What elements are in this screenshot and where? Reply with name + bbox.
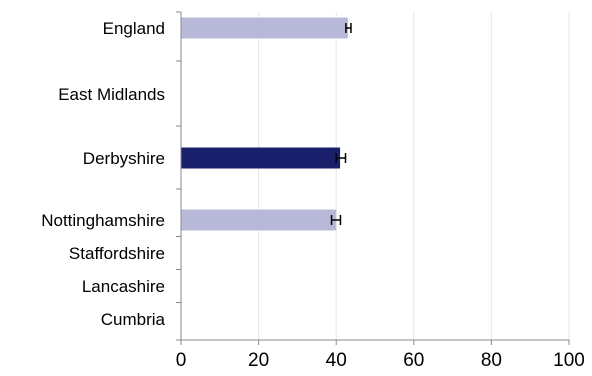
category-label-cumbria: Cumbria: [101, 310, 166, 329]
x-tick-label-0: 0: [176, 350, 187, 371]
category-label-staffordshire: Staffordshire: [69, 244, 165, 263]
x-tick-label-20: 20: [248, 350, 269, 371]
bar-nottinghamshire: [181, 209, 337, 231]
category-labels: England East Midlands Derbyshire Nottingham…: [41, 19, 165, 329]
category-label-england: England: [103, 19, 165, 38]
x-tick-label-40: 40: [326, 350, 347, 371]
error-bar-england: [345, 23, 352, 33]
grid-lines: [258, 12, 570, 340]
category-label-nottinghamshire: Nottinghamshire: [41, 211, 165, 230]
bars: [181, 17, 348, 231]
category-label-east-midlands: East Midlands: [58, 85, 165, 104]
x-tick-label-80: 80: [481, 350, 502, 371]
bar-derbyshire: [181, 147, 341, 169]
error-bar-nottinghamshire: [330, 215, 342, 225]
error-bar-derbyshire: [335, 153, 347, 163]
x-tick-labels: 0 20 40 60 80 100: [176, 350, 585, 371]
bar-england: [181, 17, 348, 39]
category-label-lancashire: Lancashire: [82, 277, 165, 296]
axes: [176, 11, 570, 345]
category-label-derbyshire: Derbyshire: [83, 149, 165, 168]
x-tick-label-60: 60: [403, 350, 424, 371]
error-bars: [330, 23, 352, 225]
x-tick-label-100: 100: [553, 350, 585, 371]
